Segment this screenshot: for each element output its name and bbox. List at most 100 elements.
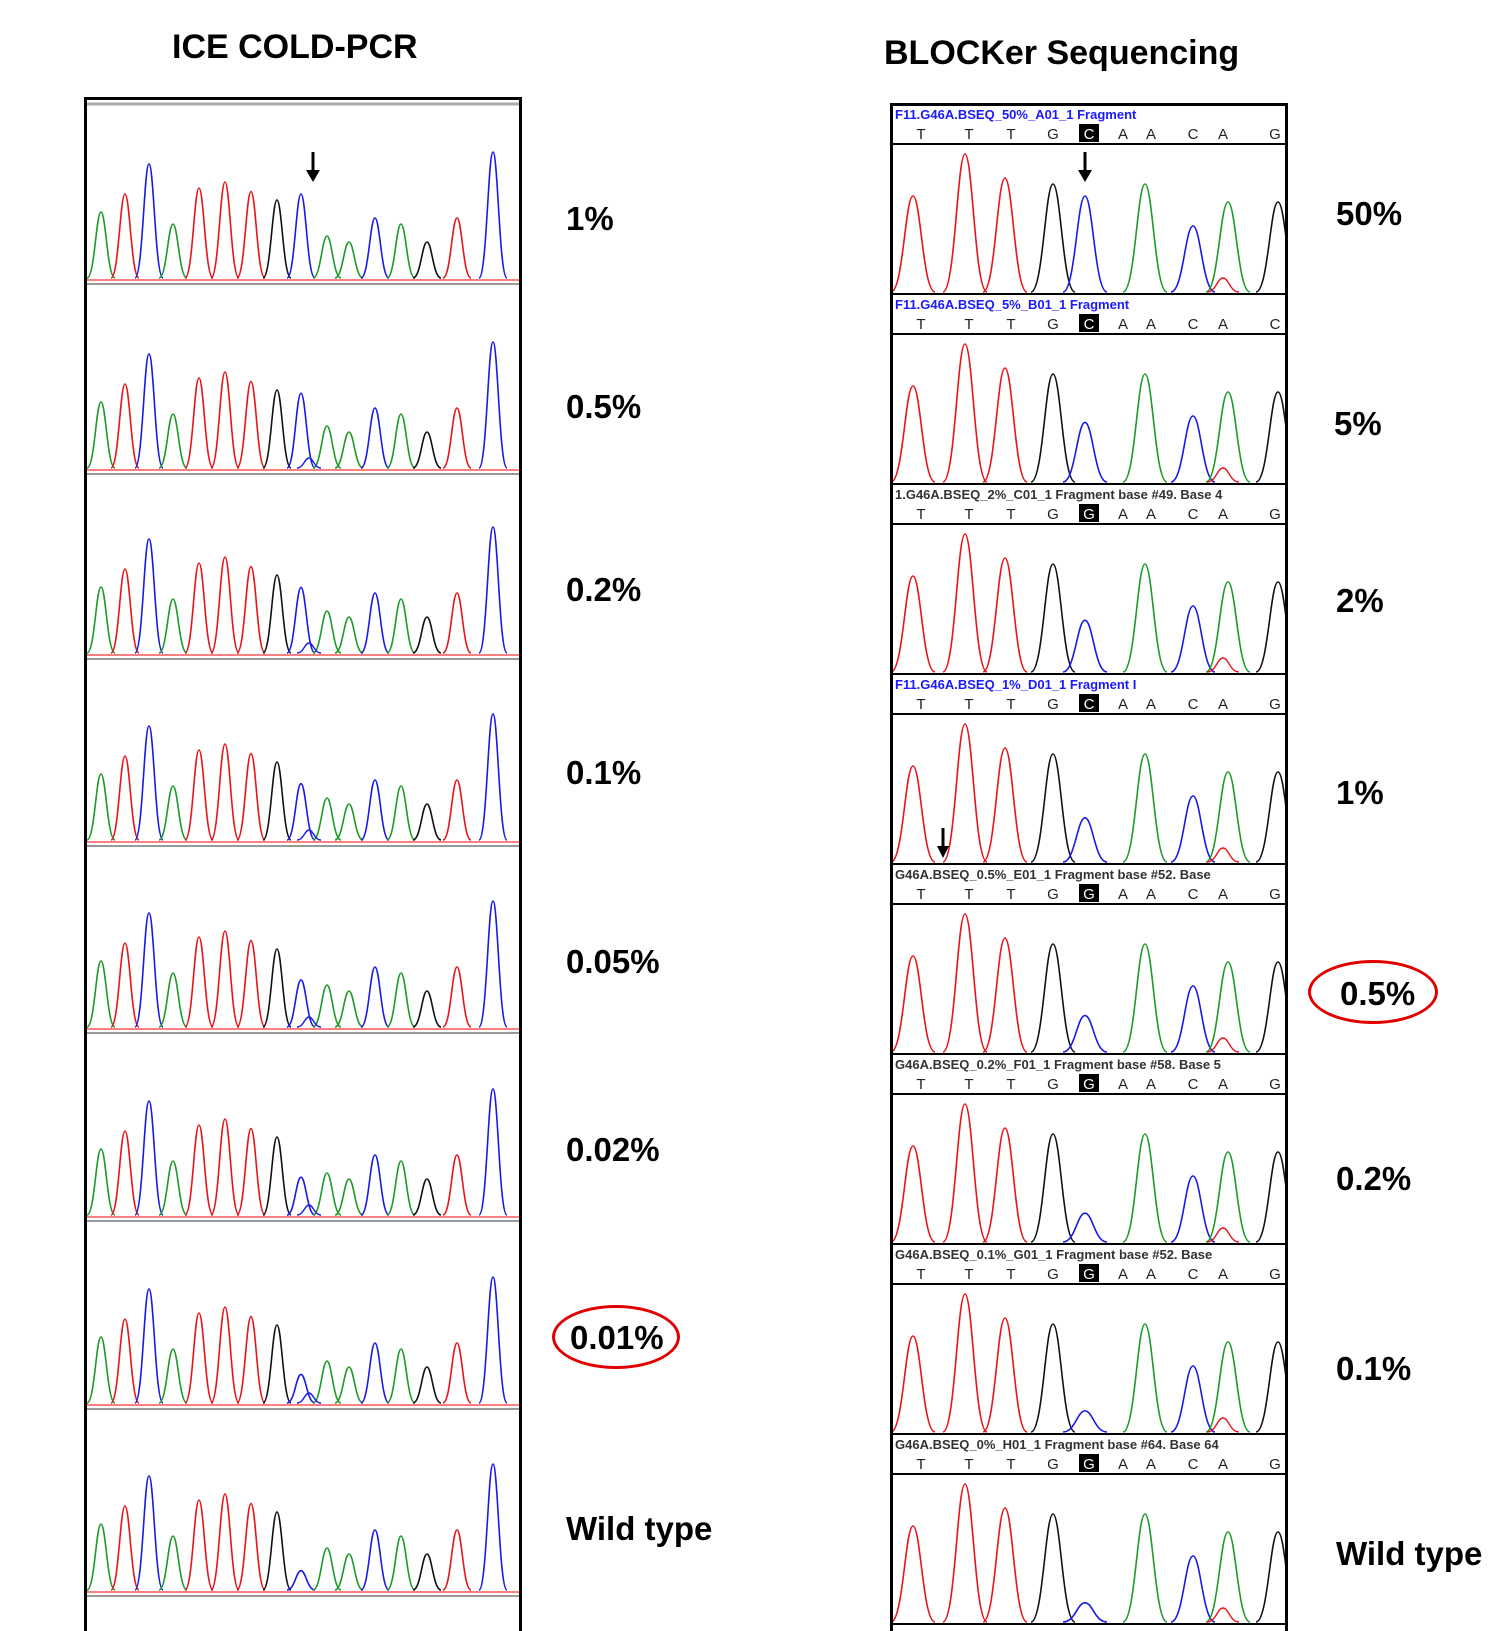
left-peak bbox=[386, 785, 416, 841]
right-base-letter: T bbox=[964, 1266, 973, 1283]
right-label-2: 5% bbox=[1334, 405, 1382, 442]
left-peak bbox=[442, 779, 472, 841]
right-base-letter: G bbox=[1047, 696, 1059, 713]
left-peak bbox=[236, 1502, 266, 1591]
left-peak bbox=[386, 1348, 416, 1404]
right-trace-header: G46A.BSEQ_0.5%_E01_1 Fragment base #52. … bbox=[895, 867, 1211, 882]
left-peak bbox=[184, 562, 214, 654]
right-peak bbox=[1122, 1323, 1168, 1433]
right-base-letter: C bbox=[1188, 1076, 1199, 1093]
right-peak bbox=[1255, 581, 1285, 673]
left-peak bbox=[412, 1178, 442, 1216]
right-peak bbox=[942, 533, 988, 673]
right-base-letter: T bbox=[1006, 696, 1015, 713]
right-label-4: 1% bbox=[1336, 774, 1384, 811]
right-label-6: 0.2% bbox=[1336, 1160, 1412, 1197]
right-base-letter: A bbox=[1146, 696, 1156, 713]
right-base-letter: T bbox=[964, 696, 973, 713]
right-trace-header: G46A.BSEQ_0%_H01_1 Fragment base #64. Ba… bbox=[895, 1437, 1220, 1452]
right-peak bbox=[1062, 1410, 1108, 1433]
left-peak bbox=[360, 1342, 390, 1404]
left-peak bbox=[236, 939, 266, 1028]
right-peak bbox=[1030, 563, 1076, 673]
left-peak bbox=[110, 383, 140, 469]
right-label-1: 50% bbox=[1336, 195, 1403, 232]
left-peak bbox=[442, 1342, 472, 1404]
right-chromatogram-svg: F11.G46A.BSEQ_50%_A01_1 Fragment T T T G C A A C… bbox=[893, 107, 1285, 1625]
right-peak bbox=[893, 1145, 936, 1243]
left-peak bbox=[87, 211, 116, 279]
right-highlight-base-box bbox=[1079, 314, 1099, 332]
left-peak bbox=[158, 1348, 188, 1404]
left-peak bbox=[134, 1100, 164, 1216]
left-peak bbox=[134, 1288, 164, 1404]
right-panel-title: BLOCKer Sequencing bbox=[884, 34, 1240, 72]
right-base-letter: G bbox=[1083, 1076, 1095, 1093]
left-peak bbox=[184, 749, 214, 841]
left-peak bbox=[478, 341, 508, 469]
right-peak bbox=[1062, 1601, 1108, 1623]
right-peak bbox=[1255, 1151, 1285, 1243]
right-base-letter: G bbox=[1083, 506, 1095, 523]
right-base-letter: G bbox=[1269, 1076, 1281, 1093]
right-peak bbox=[1062, 619, 1108, 673]
right-base-letter: T bbox=[964, 886, 973, 903]
right-base-letter: A bbox=[1218, 1076, 1228, 1093]
left-peak bbox=[262, 199, 292, 279]
right-base-letter: G bbox=[1047, 1076, 1059, 1093]
left-peak bbox=[158, 413, 188, 469]
left-peak bbox=[87, 1148, 116, 1216]
left-peak bbox=[87, 960, 116, 1028]
right-base-letter: G bbox=[1047, 886, 1059, 903]
right-base-letter: A bbox=[1146, 1076, 1156, 1093]
left-minor-peak bbox=[296, 457, 322, 469]
right-base-letter: C bbox=[1084, 316, 1095, 333]
right-peak bbox=[1205, 201, 1251, 293]
right-base-letter: C bbox=[1188, 1266, 1199, 1283]
right-peak bbox=[1030, 1513, 1076, 1623]
right-peak bbox=[1255, 1341, 1285, 1433]
right-base-letter: A bbox=[1146, 316, 1156, 333]
left-peak bbox=[184, 936, 214, 1028]
left-chromatogram-panel bbox=[84, 97, 522, 1631]
left-peak bbox=[478, 151, 508, 279]
left-peak bbox=[87, 1523, 116, 1591]
left-peak bbox=[312, 1172, 342, 1216]
right-base-letter: T bbox=[1006, 886, 1015, 903]
right-peak bbox=[1122, 183, 1168, 293]
right-trace-5: G46A.BSEQ_0.5%_E01_1 Fragment base #52. … bbox=[893, 867, 1285, 1055]
left-peak bbox=[184, 1499, 214, 1591]
right-base-letter: T bbox=[1006, 1076, 1015, 1093]
left-peak bbox=[110, 568, 140, 654]
left-peak bbox=[312, 984, 342, 1028]
right-base-letter: T bbox=[964, 1456, 973, 1473]
right-peak bbox=[1255, 1531, 1285, 1623]
right-base-letter: G bbox=[1269, 886, 1281, 903]
left-minor-peak bbox=[296, 1204, 322, 1216]
left-peak bbox=[360, 592, 390, 654]
left-peak bbox=[334, 241, 364, 279]
left-peak bbox=[386, 1160, 416, 1216]
right-label-8: Wild type bbox=[1336, 1535, 1483, 1572]
right-trace-6: G46A.BSEQ_0.2%_F01_1 Fragment base #58. … bbox=[893, 1057, 1285, 1245]
right-label-3: 2% bbox=[1336, 582, 1384, 619]
right-trace-header: F11.G46A.BSEQ_1%_D01_1 Fragment I bbox=[895, 677, 1136, 692]
right-base-letter: A bbox=[1146, 886, 1156, 903]
right-base-letter: G bbox=[1269, 126, 1281, 143]
left-peak bbox=[262, 389, 292, 469]
right-minor-peak bbox=[1206, 467, 1240, 483]
left-peak bbox=[262, 574, 292, 654]
right-peak bbox=[1170, 415, 1216, 483]
left-trace-1 bbox=[87, 151, 519, 285]
right-base-letter: A bbox=[1218, 1456, 1228, 1473]
left-peak bbox=[110, 755, 140, 841]
left-peak bbox=[412, 803, 442, 841]
left-peak bbox=[386, 1535, 416, 1591]
right-peak bbox=[1030, 373, 1076, 483]
right-base-letter: A bbox=[1146, 506, 1156, 523]
right-base-letter: G bbox=[1083, 886, 1095, 903]
left-peak bbox=[360, 1154, 390, 1216]
right-minor-peak bbox=[1206, 1037, 1240, 1053]
right-peak bbox=[1062, 817, 1108, 863]
left-peak bbox=[442, 217, 472, 279]
